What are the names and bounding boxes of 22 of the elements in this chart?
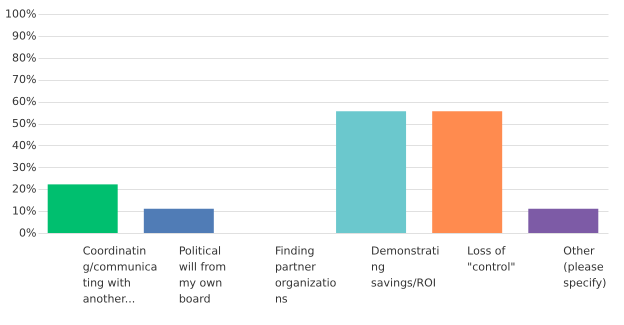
bar xyxy=(336,111,406,233)
bar xyxy=(48,184,118,233)
y-tick-label: 70% xyxy=(12,73,36,86)
y-tick-label: 20% xyxy=(12,182,36,196)
y-tick-label: 50% xyxy=(12,117,36,130)
y-tick-label: 40% xyxy=(12,138,36,152)
x-tick-label: Political will from my own board xyxy=(178,244,226,306)
y-tick-label: 80% xyxy=(12,51,36,64)
y-tick-label: 100% xyxy=(5,8,36,20)
y-tick-label: 90% xyxy=(12,29,36,42)
bar xyxy=(528,208,598,233)
y-tick-label: 30% xyxy=(12,160,36,174)
bar xyxy=(144,208,214,233)
x-tick-label: Other (please specify) xyxy=(563,244,606,290)
x-tick-label: Loss of "control" xyxy=(467,244,516,274)
x-tick-label: Demonstrati ng savings/ROI xyxy=(371,244,440,290)
x-tick-label: Coordinatin g/communica ting with another... xyxy=(82,244,158,306)
y-tick-label: 60% xyxy=(12,95,36,108)
y-tick-label: 10% xyxy=(12,204,36,218)
bar xyxy=(432,111,502,233)
y-tick-label: 0% xyxy=(19,226,36,240)
x-tick-label: Finding partner organizatio ns xyxy=(274,244,337,306)
